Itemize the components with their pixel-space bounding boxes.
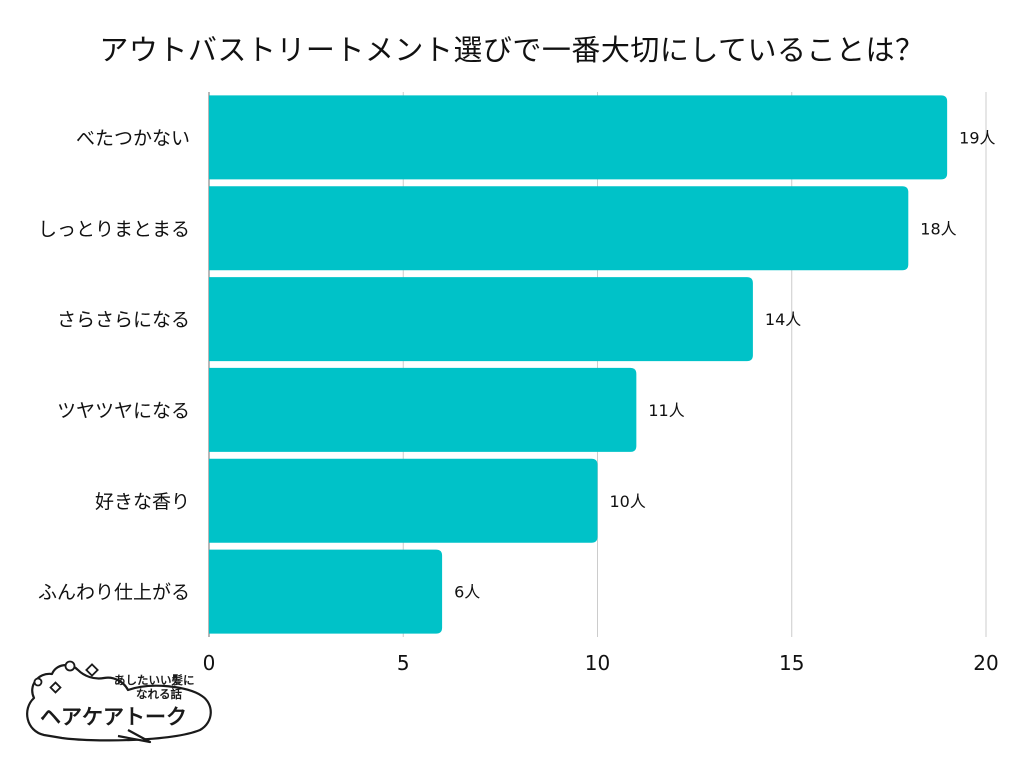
bars xyxy=(209,95,948,634)
category-labels: べたつかないしっとりまとまるさらさらになるツヤツヤになる好きな香りふんわり仕上が… xyxy=(38,127,190,603)
value-labels: 19人 18人 14人 11人 10人 6人 xyxy=(454,128,995,601)
category-label: ツヤツヤになる xyxy=(57,400,190,422)
bar xyxy=(209,549,443,634)
bar xyxy=(209,277,753,362)
data-label: 18人 xyxy=(920,219,956,238)
logo-speech-tail xyxy=(117,729,152,744)
data-label: 19人 xyxy=(959,128,995,147)
category-label: さらさらになる xyxy=(57,309,190,331)
x-tick-label: 0 xyxy=(203,651,216,675)
category-label: べたつかない xyxy=(76,127,190,149)
x-tick-label: 5 xyxy=(397,651,410,675)
bar xyxy=(209,186,909,271)
logo-tagline-line1: あしたいい髪に xyxy=(114,673,195,687)
x-tick-labels: 0 5 10 15 20 xyxy=(203,651,999,675)
logo-tagline-line2: なれる話 xyxy=(136,687,182,701)
bar xyxy=(209,367,637,452)
logo-brand: ヘアケアトーク xyxy=(40,705,187,729)
data-label: 10人 xyxy=(610,492,646,511)
category-label: ふんわり仕上がる xyxy=(38,582,190,604)
category-label: しっとりまとまる xyxy=(38,218,190,240)
sparkle-icon xyxy=(33,660,99,694)
data-label: 6人 xyxy=(454,583,480,602)
grid-lines xyxy=(208,92,987,637)
data-label: 11人 xyxy=(648,401,684,420)
x-tick-label: 10 xyxy=(585,651,610,675)
bar xyxy=(209,458,598,543)
chart-title: アウトバストリートメント選びで一番大切にしていることは？ xyxy=(99,33,925,67)
data-label: 14人 xyxy=(765,310,801,329)
category-label: 好きな香り xyxy=(95,491,190,513)
bar xyxy=(209,95,948,180)
x-tick-label: 15 xyxy=(779,651,804,675)
x-tick-label: 20 xyxy=(973,651,998,675)
